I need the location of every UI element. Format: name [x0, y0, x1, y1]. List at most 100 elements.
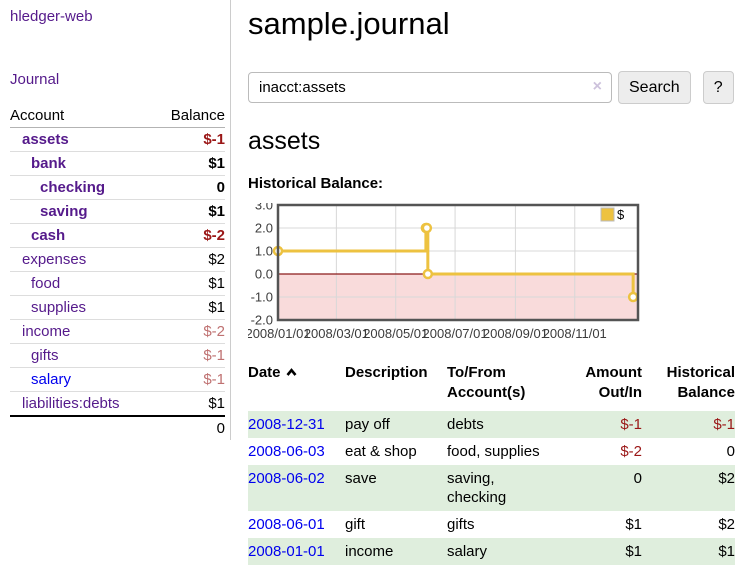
search-box: ×: [248, 72, 612, 103]
clear-search-icon[interactable]: ×: [592, 78, 602, 95]
svg-text:1.0: 1.0: [255, 244, 273, 259]
transaction-description: save: [345, 470, 377, 487]
account-balance: $1: [153, 151, 225, 176]
transaction-date-link[interactable]: 2008-12-31: [248, 416, 325, 433]
account-link-cash[interactable]: cash: [31, 227, 66, 244]
account-row: salary $-1: [10, 367, 225, 392]
svg-text:2008/07/01: 2008/07/01: [423, 326, 488, 341]
accounts-total-row: 0: [10, 416, 225, 440]
account-link-expenses[interactable]: expenses: [22, 251, 87, 268]
svg-text:2.0: 2.0: [255, 221, 273, 236]
register-header-date[interactable]: Date: [248, 363, 345, 411]
sidebar-item-journal[interactable]: Journal: [10, 71, 60, 88]
transaction-date-link[interactable]: 2008-01-01: [248, 543, 325, 560]
account-row: saving $1: [10, 199, 225, 224]
account-balance: $1: [153, 391, 225, 417]
transaction-balance: $2: [718, 516, 735, 533]
account-link-salary[interactable]: salary: [31, 371, 72, 388]
transaction-accounts: debts: [447, 416, 484, 433]
account-row: expenses $2: [10, 247, 225, 272]
historical-balance-chart[interactable]: 3.0 2.0 1.0 0.0 -1.0 -2.0 2008/01/01 2008/03/01…: [245, 198, 640, 343]
transaction-date-link[interactable]: 2008-06-01: [248, 516, 325, 533]
account-link-supplies[interactable]: supplies: [31, 299, 87, 316]
account-link-income[interactable]: income: [22, 323, 71, 340]
account-balance: $-2: [153, 223, 225, 248]
search-button[interactable]: Search: [618, 71, 691, 104]
svg-text:2008/09/01: 2008/09/01: [483, 326, 548, 341]
main-content: sample.journal × Search ? assets Histori…: [245, 0, 742, 565]
transaction-description: income: [345, 543, 394, 560]
search-form: × Search ?: [248, 71, 742, 104]
svg-text:-1.0: -1.0: [251, 290, 273, 305]
accounts-table: Account Balance assets $-1 bank $1 checking 0…: [10, 104, 225, 440]
register-header-description[interactable]: Description: [345, 364, 428, 381]
account-row: gifts $-1: [10, 343, 225, 368]
accounts-header-account: Account: [10, 104, 154, 128]
svg-text:2008/03/01: 2008/03/01: [304, 326, 369, 341]
account-heading: assets: [248, 127, 321, 155]
account-balance: $-1: [153, 343, 225, 368]
register-header-amount[interactable]: Amount Out/In: [585, 364, 642, 401]
svg-text:3.0: 3.0: [255, 203, 273, 213]
transaction-balance: 0: [726, 443, 735, 460]
account-link-food[interactable]: food: [31, 275, 61, 292]
register-header-balance[interactable]: Historical Balance: [666, 364, 735, 401]
transaction-description: pay off: [345, 416, 390, 433]
transaction-balance: $-1: [713, 416, 735, 433]
svg-text:2008/01/01: 2008/01/01: [248, 326, 311, 341]
account-balance: $2: [153, 247, 225, 272]
page-title: sample.journal: [248, 6, 450, 41]
transaction-row: 2008-06-01 gift gifts $1 $2: [248, 511, 735, 538]
transaction-accounts: salary: [447, 543, 488, 560]
register-header-accounts[interactable]: To/From Account(s): [447, 364, 526, 401]
account-row: income $-2: [10, 319, 225, 344]
sidebar: hledger-web Journal Account Balance asse…: [0, 0, 230, 440]
account-balance: $1: [153, 199, 225, 224]
transaction-amount: $1: [625, 516, 642, 533]
transaction-accounts: gifts: [447, 516, 475, 533]
account-row: food $1: [10, 271, 225, 296]
transaction-amount: $-1: [620, 416, 642, 433]
transaction-description: gift: [345, 516, 366, 533]
account-row: bank $1: [10, 151, 225, 176]
account-link-checking[interactable]: checking: [40, 179, 106, 196]
chart-svg[interactable]: 3.0 2.0 1.0 0.0 -1.0 -2.02008/01/012008/03/01…: [245, 198, 640, 343]
transaction-row: 2008-06-02 save saving, checking 0 $2: [248, 465, 735, 511]
account-link-assets[interactable]: assets: [22, 131, 69, 148]
transaction-amount: 0: [633, 470, 642, 487]
account-balance: $1: [153, 295, 225, 320]
register-table: Date Description To/From Account(s) Amou…: [248, 363, 735, 565]
account-link-bank[interactable]: bank: [31, 155, 67, 172]
transaction-date-link[interactable]: 2008-06-02: [248, 470, 325, 487]
account-row: liabilities:debts $1: [10, 391, 225, 417]
account-link-gifts[interactable]: gifts: [31, 347, 59, 364]
account-balance: $-2: [153, 319, 225, 344]
account-row: assets $-1: [10, 127, 225, 152]
transaction-row: 2008-06-03 eat & shop food, supplies $-2 0: [248, 438, 735, 465]
account-row: checking 0: [10, 175, 225, 200]
account-row: supplies $1: [10, 295, 225, 320]
account-link-saving[interactable]: saving: [40, 203, 88, 220]
transaction-row: 2008-01-01 income salary $1 $1: [248, 538, 735, 565]
transaction-row: 2008-12-31 pay off debts $-1 $-1: [248, 411, 735, 438]
account-link-liabilities-debts[interactable]: liabilities:debts: [22, 395, 120, 412]
accounts-header-balance: Balance: [153, 104, 225, 128]
transaction-amount: $-2: [620, 443, 642, 460]
transaction-accounts: saving, checking: [447, 470, 507, 506]
account-balance: $-1: [153, 127, 225, 152]
chart-label: Historical Balance:: [248, 175, 384, 192]
sort-ascending-icon: [285, 363, 298, 383]
search-input[interactable]: [248, 72, 612, 103]
transaction-date-link[interactable]: 2008-06-03: [248, 443, 325, 460]
help-button[interactable]: ?: [702, 71, 734, 104]
transaction-balance: $1: [718, 543, 735, 560]
svg-text:0.0: 0.0: [255, 267, 273, 282]
account-balance: $1: [153, 271, 225, 296]
app-title-link[interactable]: hledger-web: [10, 8, 93, 25]
transaction-description: eat & shop: [345, 443, 417, 460]
svg-text:2008/05/01: 2008/05/01: [363, 326, 428, 341]
sidebar-divider: [230, 0, 231, 440]
svg-text:-2.0: -2.0: [251, 313, 273, 328]
account-row: cash $-2: [10, 223, 225, 248]
svg-text:$: $: [617, 207, 625, 222]
